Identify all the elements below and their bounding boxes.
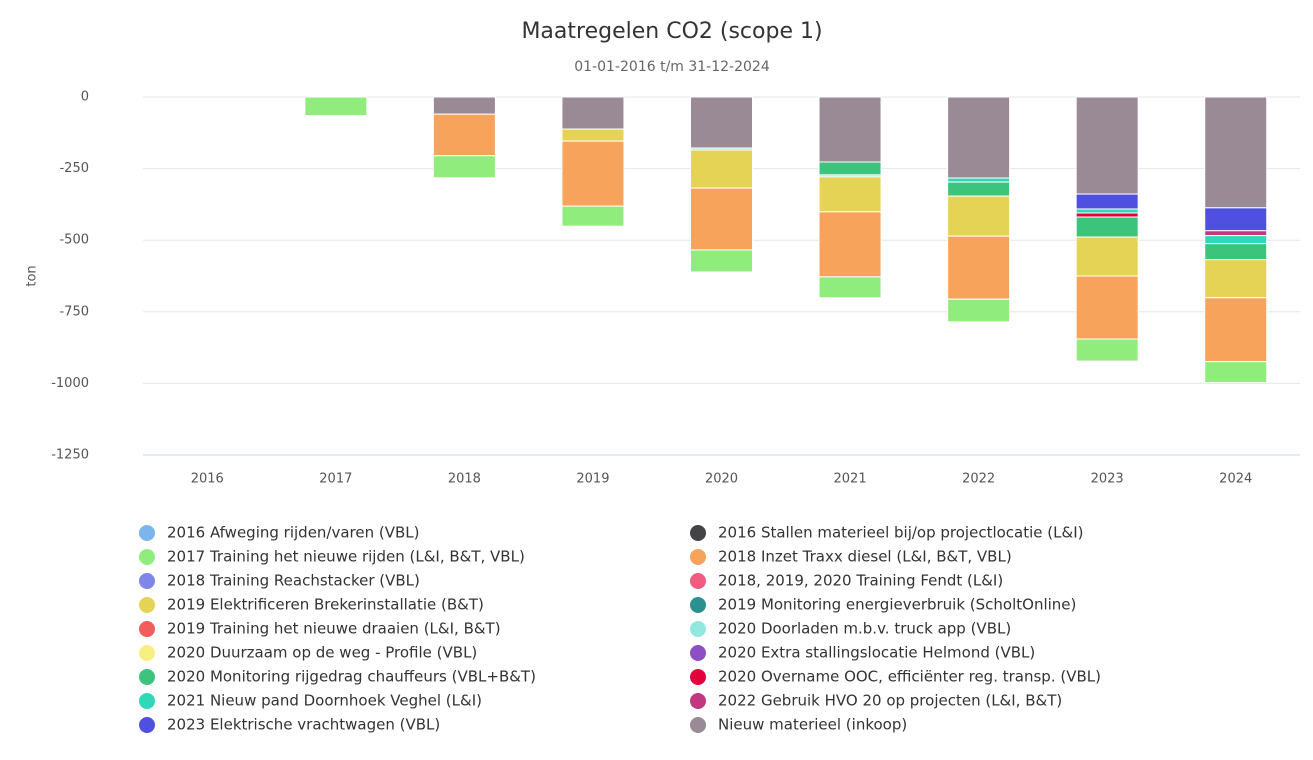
legend-label: 2018 Training Reachstacker (VBL) <box>167 572 420 590</box>
legend-marker <box>690 573 706 589</box>
legend-marker <box>139 621 155 637</box>
legend-marker <box>139 717 155 733</box>
bar-segment <box>947 235 1011 300</box>
bar-segment <box>1075 275 1139 340</box>
legend-marker <box>690 621 706 637</box>
bar-segment <box>1204 235 1268 245</box>
x-tick-label: 2024 <box>1219 472 1252 487</box>
legend-label: 2016 Afweging rijden/varen (VBL) <box>167 524 420 542</box>
x-tick-label: 2020 <box>705 472 738 487</box>
chart-title: Maatregelen CO2 (scope 1) <box>521 19 822 44</box>
y-tick-label: -1000 <box>51 376 89 391</box>
bar-segment <box>561 140 625 207</box>
bar-segment <box>818 161 882 176</box>
legend-marker <box>690 693 706 709</box>
bar-segment <box>947 177 1011 183</box>
bar-segment <box>1204 230 1268 237</box>
legend-label: 2020 Duurzaam op de weg - Profile (VBL) <box>167 644 477 662</box>
bar-segment <box>1204 297 1268 363</box>
legend-marker <box>690 717 706 733</box>
bar-segment <box>304 96 368 117</box>
x-tick-label: 2018 <box>448 472 481 487</box>
bar-segment <box>818 96 882 163</box>
bar-segment <box>1204 259 1268 299</box>
bar-segment <box>818 176 882 213</box>
legend-marker <box>139 525 155 541</box>
y-tick-label: -500 <box>59 233 89 248</box>
bar-segment <box>818 276 882 299</box>
bar-segment <box>690 187 753 251</box>
legend-marker <box>139 669 155 685</box>
bar-segment <box>1075 338 1139 362</box>
y-tick-label: -750 <box>59 304 89 319</box>
x-tick-label: 2017 <box>319 472 352 487</box>
x-tick-label: 2019 <box>576 472 609 487</box>
bar-segment <box>690 96 753 149</box>
bar-segment <box>818 211 882 278</box>
legend-marker <box>139 645 155 661</box>
legend-marker <box>690 669 706 685</box>
chart-subtitle: 01-01-2016 t/m 31-12-2024 <box>574 59 770 75</box>
legend-marker <box>690 525 706 541</box>
bar-segment <box>1204 361 1268 384</box>
y-tick-label: -1250 <box>51 448 89 463</box>
legend-label: 2017 Training het nieuwe rijden (L&I, B&… <box>167 548 525 566</box>
bar-segment <box>1075 208 1139 214</box>
legend-label: 2019 Training het nieuwe draaien (L&I, B… <box>167 620 501 638</box>
legend-label: 2020 Extra stallingslocatie Helmond (VBL… <box>718 644 1035 662</box>
legend-label: 2020 Overname OOC, efficiënter reg. tran… <box>718 668 1101 686</box>
bar-segment <box>690 149 753 189</box>
legend-label: Nieuw materieel (inkoop) <box>718 716 907 734</box>
legend-label: 2023 Elektrische vrachtwagen (VBL) <box>167 716 440 734</box>
bar-segment <box>690 249 753 273</box>
legend-label: 2021 Nieuw pand Doornhoek Veghel (L&I) <box>167 692 482 710</box>
bar-segment <box>1075 236 1139 277</box>
bar-segment <box>1075 96 1139 195</box>
y-tick-label: 0 <box>81 90 89 105</box>
legend-label: 2022 Gebruik HVO 20 op projecten (L&I, B… <box>718 692 1062 710</box>
bar-segment <box>1204 243 1268 261</box>
legend-marker <box>139 549 155 565</box>
y-axis-title: ton <box>25 265 40 286</box>
legend-label: 2019 Monitoring energieverbruik (ScholtO… <box>718 596 1076 614</box>
bar-segment <box>1075 193 1139 210</box>
bar-segment <box>1204 207 1268 232</box>
bar-segment <box>432 96 496 115</box>
legend-marker <box>690 597 706 613</box>
bar-segment <box>561 128 625 142</box>
legend-label: 2018 Inzet Traxx diesel (L&I, B&T, VBL) <box>718 548 1012 566</box>
legend-label: 2019 Elektrificeren Brekerinstallatie (B… <box>167 596 484 614</box>
bar-segment <box>1075 216 1139 238</box>
bar-segment <box>432 113 496 157</box>
legend-marker <box>139 597 155 613</box>
x-tick-label: 2016 <box>191 472 224 487</box>
bar-segment <box>561 205 625 227</box>
legend-marker <box>690 645 706 661</box>
bar-segment <box>947 96 1011 179</box>
bar-segment <box>947 298 1011 323</box>
y-tick-label: -250 <box>59 161 89 176</box>
legend-marker <box>139 693 155 709</box>
x-tick-label: 2023 <box>1091 472 1124 487</box>
bar-segment <box>432 155 496 179</box>
bar-segment <box>947 181 1011 197</box>
legend-marker <box>690 549 706 565</box>
bar-segment <box>1075 212 1139 218</box>
bar-segment <box>561 96 625 130</box>
x-tick-label: 2022 <box>962 472 995 487</box>
legend-label: 2020 Monitoring rijgedrag chauffeurs (VB… <box>167 668 536 686</box>
legend-label: 2016 Stallen materieel bij/op projectloc… <box>718 524 1083 542</box>
legend-label: 2018, 2019, 2020 Training Fendt (L&I) <box>718 572 1003 590</box>
bar-segment <box>947 195 1011 237</box>
bar-segment <box>1204 96 1268 209</box>
legend-marker <box>139 573 155 589</box>
legend-label: 2020 Doorladen m.b.v. truck app (VBL) <box>718 620 1011 638</box>
x-tick-label: 2021 <box>834 472 867 487</box>
